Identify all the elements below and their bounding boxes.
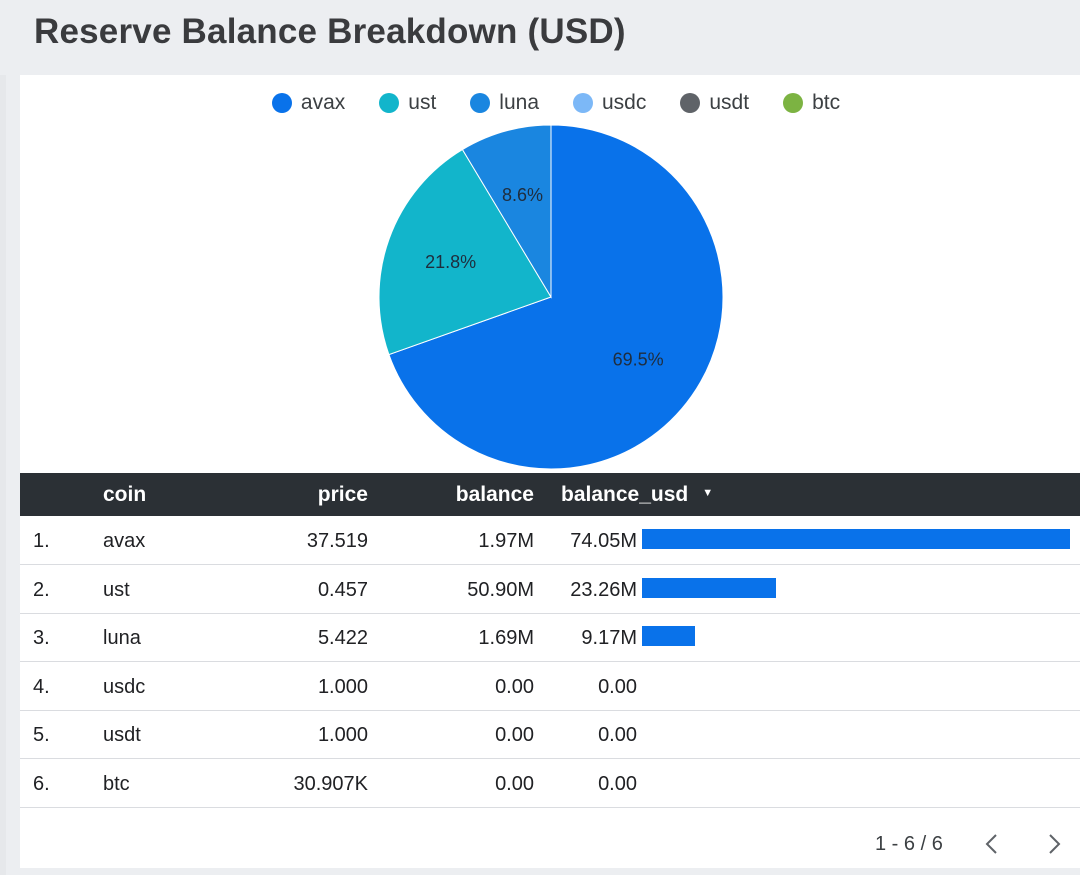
- table-row[interactable]: 5. usdt 1.000 0.00 0.00: [20, 710, 1080, 759]
- table-header: coin price balance balance_usd ▼: [20, 473, 1080, 516]
- cell-balance-usd: 74.05M: [570, 530, 637, 552]
- legend-label: luna: [499, 91, 539, 114]
- page-title: Reserve Balance Breakdown (USD): [34, 12, 626, 51]
- cell-balance-usd: 0.00: [598, 772, 637, 795]
- legend-item-luna[interactable]: luna: [470, 91, 539, 115]
- legend-item-usdt[interactable]: usdt: [680, 91, 749, 115]
- row-index: 5.: [33, 724, 50, 746]
- cell-price: 5.422: [317, 627, 368, 649]
- left-rail: [0, 75, 6, 875]
- cell-balance-usd: 9.17M: [581, 627, 637, 649]
- header: Reserve Balance Breakdown (USD): [0, 0, 1080, 72]
- column-header-coin[interactable]: coin: [103, 483, 147, 506]
- cell-balance: 0.00: [495, 772, 534, 795]
- table-row[interactable]: 6. btc 30.907K 0.00 0.00: [20, 759, 1080, 808]
- legend-label: avax: [300, 91, 346, 114]
- cell-coin: usdt: [103, 724, 141, 746]
- legend-swatch: [379, 93, 400, 113]
- legend-label: usdc: [602, 91, 647, 114]
- chart-legend: avax ust luna usdc usdt btc: [20, 89, 1080, 117]
- legend-swatch: [271, 93, 292, 113]
- pie-label-avax: 69.5%: [613, 350, 664, 370]
- cell-coin: btc: [103, 772, 130, 795]
- pie-slice-avax[interactable]: [388, 124, 724, 470]
- pagination-range: 1 - 6 / 6: [875, 833, 943, 855]
- legend-swatch: [783, 93, 804, 113]
- cell-balance: 1.97M: [478, 530, 534, 552]
- cell-coin: usdc: [103, 675, 146, 698]
- legend-label: usdt: [709, 91, 750, 114]
- column-header-balance[interactable]: balance: [455, 483, 534, 506]
- column-header-balance-usd[interactable]: balance_usd ▼: [561, 473, 713, 516]
- cell-balance: 0.00: [495, 724, 534, 746]
- balance-usd-bar: [642, 529, 1070, 549]
- chevron-left-icon: [985, 834, 997, 854]
- legend-item-avax[interactable]: avax: [271, 91, 346, 115]
- cell-balance: 50.90M: [467, 578, 534, 601]
- cell-coin: luna: [103, 627, 141, 649]
- legend-item-ust[interactable]: ust: [379, 91, 436, 115]
- legend-label: ust: [408, 91, 437, 114]
- balance-usd-bar: [642, 577, 777, 598]
- cell-price: 1.000: [317, 724, 368, 746]
- legend-item-usdc[interactable]: usdc: [573, 91, 646, 115]
- pie-chart: 69.5% 21.8% 8.6%: [378, 124, 724, 470]
- balance-usd-bar: [642, 626, 695, 646]
- legend-swatch: [680, 93, 701, 113]
- cell-coin: ust: [103, 578, 130, 601]
- pagination: 1 - 6 / 6: [20, 823, 1080, 867]
- column-header-price[interactable]: price: [317, 483, 368, 506]
- column-header-balance-usd-label: balance_usd: [561, 483, 689, 506]
- table-row[interactable]: 3. luna 5.422 1.69M 9.17M: [20, 613, 1080, 662]
- row-index: 3.: [33, 627, 50, 649]
- cell-coin: avax: [103, 530, 146, 552]
- row-index: 6.: [33, 772, 50, 795]
- legend-swatch: [470, 93, 491, 113]
- cell-balance: 0.00: [495, 675, 534, 698]
- pie-label-luna: 8.6%: [502, 185, 543, 205]
- cell-price: 1.000: [317, 675, 368, 698]
- cell-balance-usd: 23.26M: [570, 578, 637, 601]
- legend-swatch: [573, 93, 593, 113]
- row-index: 1.: [33, 530, 50, 552]
- chevron-right-icon: [1049, 834, 1061, 854]
- pie-slice-ust[interactable]: [378, 148, 552, 356]
- pie-label-ust: 21.8%: [425, 252, 476, 272]
- cell-price: 37.519: [306, 530, 368, 552]
- pie-slice-luna[interactable]: [461, 124, 552, 299]
- table-row[interactable]: 1. avax 37.519 1.97M 74.05M: [20, 516, 1080, 565]
- table-row[interactable]: 4. usdc 1.000 0.00 0.00: [20, 662, 1080, 711]
- previous-page-button[interactable]: [976, 829, 1006, 859]
- report-panel: avax ust luna usdc usdt btc 69.5% 21.8% 8.6% co…: [20, 75, 1080, 868]
- table-row[interactable]: 2. ust 0.457 50.90M 23.26M: [20, 565, 1080, 614]
- row-index: 2.: [33, 578, 50, 601]
- cell-balance: 1.69M: [478, 627, 534, 649]
- cell-price: 30.907K: [293, 772, 368, 795]
- sort-desc-icon: ▼: [702, 486, 714, 499]
- row-index: 4.: [33, 675, 50, 698]
- cell-balance-usd: 0.00: [598, 724, 637, 746]
- legend-item-btc[interactable]: btc: [783, 91, 840, 115]
- next-page-button[interactable]: [1040, 829, 1070, 859]
- cell-price: 0.457: [317, 578, 368, 601]
- cell-balance-usd: 0.00: [598, 675, 637, 698]
- legend-label: btc: [812, 91, 841, 114]
